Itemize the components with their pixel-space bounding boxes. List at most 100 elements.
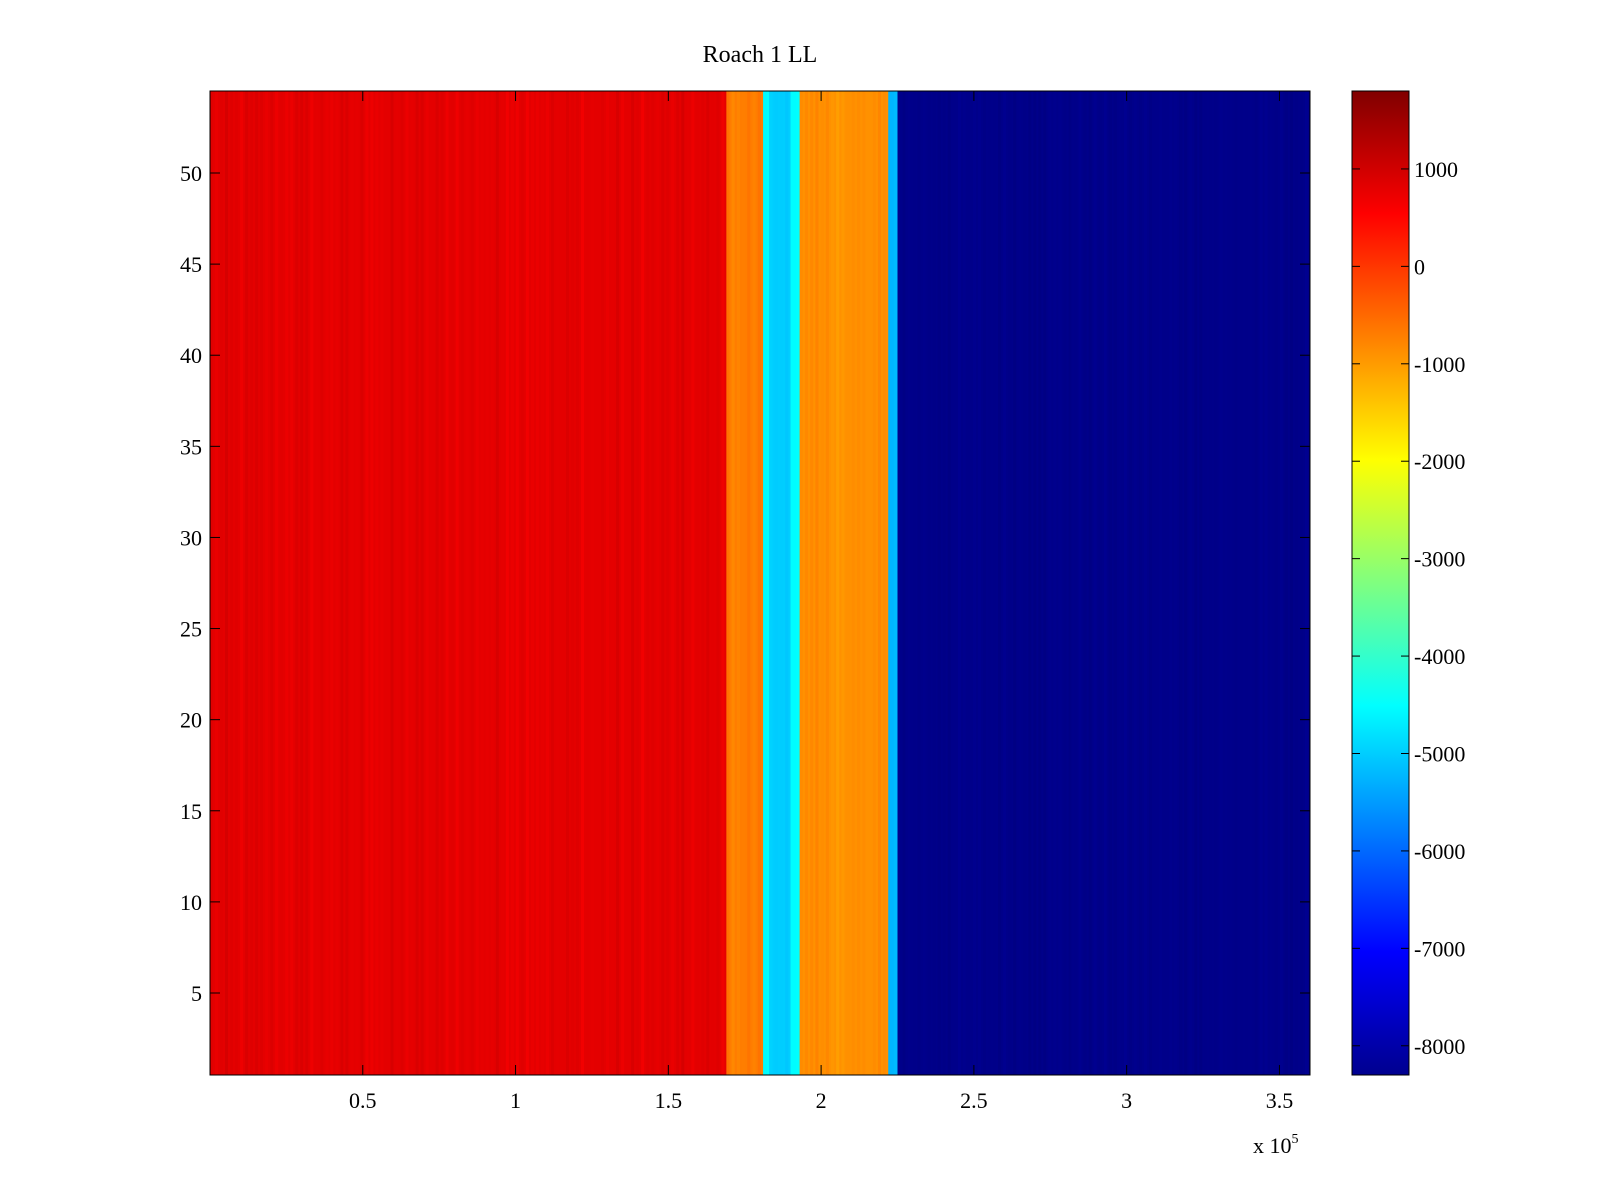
colorbar-tick-label: -4000 <box>1414 644 1465 669</box>
x-tick-label: 1.5 <box>655 1088 683 1113</box>
heatmap-stripe <box>897 91 901 1075</box>
heatmap-stripe <box>430 91 434 1075</box>
heatmap-stripe <box>210 91 213 1075</box>
colorbar-frame <box>1351 90 1410 1076</box>
heatmap-stripe <box>912 91 916 1075</box>
heatmap-stripe <box>295 91 299 1075</box>
heatmap-stripe <box>686 91 690 1075</box>
heatmap-stripe <box>550 91 554 1075</box>
heatmap-stripe <box>1118 91 1122 1075</box>
heatmap-stripe <box>841 91 845 1075</box>
heatmap-stripe <box>1299 91 1303 1075</box>
x-tick-label: 3.5 <box>1266 1088 1294 1113</box>
heatmap-stripe <box>701 91 705 1075</box>
heatmap-stripe <box>902 91 906 1075</box>
heatmap-stripe <box>1058 91 1062 1075</box>
heatmap-stripe <box>475 91 479 1075</box>
heatmap-stripe <box>500 91 504 1075</box>
heatmap-stripe <box>1053 91 1057 1075</box>
heatmap-stripe <box>275 91 279 1075</box>
heatmap-stripe <box>320 91 324 1075</box>
heatmap-stripe <box>435 91 439 1075</box>
heatmap-stripe <box>1159 91 1163 1075</box>
heatmap-stripe <box>1003 91 1007 1075</box>
heatmap-stripe <box>616 91 620 1075</box>
heatmap-stripe <box>1113 91 1117 1075</box>
heatmap-stripe <box>370 91 374 1075</box>
heatmap-stripe <box>1269 91 1273 1075</box>
heatmap-stripe <box>1214 91 1218 1075</box>
heatmap-stripe <box>270 91 274 1075</box>
heatmap-stripe <box>591 91 594 1075</box>
heatmap-stripe <box>666 91 670 1075</box>
heatmap-stripe <box>360 91 364 1075</box>
heatmap-stripe <box>1164 91 1168 1075</box>
heatmap-stripe <box>1174 91 1178 1075</box>
heatmap-stripe <box>380 91 384 1075</box>
heatmap-stripe <box>1219 91 1223 1075</box>
heatmap-stripe <box>731 91 735 1075</box>
heatmap-region-4 <box>790 91 801 1075</box>
heatmap-stripe <box>470 91 474 1075</box>
heatmap-stripe <box>888 91 894 1075</box>
heatmap-stripe <box>340 91 344 1075</box>
heatmap-stripe <box>988 91 991 1075</box>
heatmap-region-1 <box>726 91 764 1075</box>
heatmap-region-2 <box>763 91 770 1075</box>
x-tick-label: 2 <box>816 1088 827 1113</box>
x-tick-label: 2.5 <box>960 1088 988 1113</box>
heatmap-stripe <box>815 91 819 1075</box>
heatmap-stripe <box>586 91 589 1075</box>
heatmap-stripe <box>1063 91 1067 1075</box>
heatmap-stripe <box>335 91 339 1075</box>
heatmap-region-5 <box>799 91 889 1075</box>
chart-title: Roach 1 LL <box>702 42 818 68</box>
heatmap-stripe <box>1189 91 1193 1075</box>
heatmap-stripe <box>515 91 519 1075</box>
heatmap-stripe <box>962 91 966 1075</box>
heatmap-stripe <box>235 91 239 1075</box>
heatmap-region-0 <box>210 91 727 1075</box>
heatmap-stripe <box>1289 91 1293 1075</box>
colorbar-tick-label: 1000 <box>1414 157 1458 182</box>
heatmap-stripe <box>626 91 630 1075</box>
heatmap-stripe <box>942 91 946 1075</box>
heatmap-stripe <box>440 91 444 1075</box>
heatmap-stripe <box>1043 91 1047 1075</box>
heatmap-stripe <box>280 91 284 1075</box>
heatmap-stripe <box>1154 91 1158 1075</box>
heatmap-stripe <box>400 91 404 1075</box>
heatmap-stripe <box>225 91 228 1075</box>
heatmap-stripe <box>505 91 509 1075</box>
heatmap-stripe <box>260 91 264 1075</box>
heatmap-stripe <box>525 91 529 1075</box>
heatmap-stripe <box>601 91 605 1075</box>
heatmap-stripe <box>831 91 835 1075</box>
heatmap-stripe <box>530 91 534 1075</box>
heatmap-stripe <box>450 91 454 1075</box>
heatmap-stripe <box>1204 91 1208 1075</box>
heatmap-stripe <box>877 91 881 1075</box>
heatmap-stripe <box>1068 91 1072 1075</box>
heatmap-stripe <box>671 91 675 1075</box>
heatmap-stripe <box>355 91 359 1075</box>
heatmap-region-7 <box>897 91 1311 1075</box>
heatmap-stripe <box>425 91 429 1075</box>
heatmap-stripe <box>325 91 329 1075</box>
heatmap-stripe <box>742 91 746 1075</box>
heatmap-stripe <box>460 91 464 1075</box>
heatmap-stripe <box>641 91 645 1075</box>
heatmap-stripe <box>390 91 394 1075</box>
heatmap-stripe <box>465 91 469 1075</box>
heatmap-stripe <box>1239 91 1243 1075</box>
heatmap-stripe <box>415 91 419 1075</box>
heatmap-stripe <box>250 91 254 1075</box>
heatmap-stripe <box>747 91 751 1075</box>
heatmap-stripe <box>978 91 981 1075</box>
heatmap-stripe <box>646 91 650 1075</box>
heatmap-stripe <box>1284 91 1288 1075</box>
heatmap-stripe <box>405 91 409 1075</box>
heatmap-stripe <box>947 91 951 1075</box>
heatmap-stripe <box>1249 91 1253 1075</box>
heatmap-stripe <box>983 91 986 1075</box>
